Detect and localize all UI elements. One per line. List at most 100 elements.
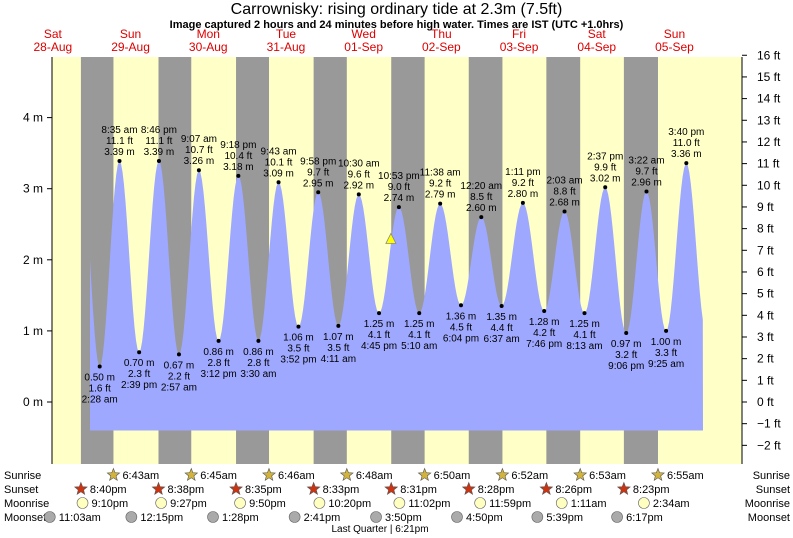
high-time-label: 10:30 am <box>338 158 380 169</box>
sunrise-icon <box>339 467 354 481</box>
tide-point <box>624 331 629 336</box>
sunrise-row-label-right: Sunrise <box>753 470 790 482</box>
high-m-label: 3.09 m <box>263 168 294 179</box>
low-ft-label: 4.5 ft <box>450 322 472 333</box>
moonrise-time: 11:59pm <box>489 498 531 510</box>
low-ft-label: 3.3 ft <box>655 348 677 359</box>
high-m-label: 3.39 m <box>104 147 135 158</box>
low-ft-label: 4.1 ft <box>573 330 595 341</box>
right-tick-label: 8 ft <box>757 222 774 236</box>
high-time-label: 3:22 am <box>628 156 664 167</box>
sunrise-time: 6:48am <box>356 470 393 482</box>
high-m-label: 3.39 m <box>144 147 175 158</box>
sunrise-time: 6:53am <box>589 470 626 482</box>
tide-point <box>256 338 261 343</box>
low-time-label: 9:25 am <box>648 359 684 370</box>
moonset-icon <box>207 511 219 523</box>
tide-point <box>542 308 547 313</box>
tide-point <box>236 173 241 178</box>
high-m-label: 2.68 m <box>549 197 580 208</box>
high-time-label: 10:53 pm <box>378 171 420 182</box>
day-header-dow: Wed <box>351 27 375 41</box>
high-m-label: 2.95 m <box>303 178 334 189</box>
tide-point <box>156 158 161 163</box>
high-ft-label: 9.2 ft <box>512 178 534 189</box>
moonset-icon <box>125 511 138 523</box>
left-tick-label: 3 m <box>23 182 43 196</box>
sunset-icon <box>461 481 476 495</box>
day-header-date: 04-Sep <box>577 40 616 54</box>
current-tide-marker <box>385 232 397 244</box>
high-time-label: 11:38 am <box>420 168 461 179</box>
tide-point <box>336 323 341 328</box>
high-m-label: 3.18 m <box>223 162 254 173</box>
high-time-label: 8:35 am <box>101 125 137 136</box>
low-time-label: 8:13 am <box>566 341 602 352</box>
high-time-label: 9:43 am <box>260 146 296 157</box>
right-tick-label: 5 ft <box>757 287 774 301</box>
moonset-icon <box>370 511 382 523</box>
low-m-label: 1.36 m <box>446 311 477 322</box>
moonrise-icon <box>234 497 246 509</box>
right-tick-label: 16 ft <box>757 48 781 62</box>
right-tick-label: 3 ft <box>757 330 774 344</box>
moonset-time: 4:50pm <box>466 512 503 524</box>
low-time-label: 3:12 pm <box>201 369 237 380</box>
right-tick-label: 14 ft <box>757 92 781 106</box>
day-header-dow: Fri <box>512 27 526 41</box>
day-header-date: 03-Sep <box>500 40 539 54</box>
high-ft-label: 11.1 ft <box>145 136 172 147</box>
moonrise-row-label-right: Moonrise <box>745 498 790 510</box>
low-m-label: 1.28 m <box>529 317 560 328</box>
current-tide-triangle <box>385 232 397 244</box>
high-m-label: 2.96 m <box>631 178 662 189</box>
low-ft-label: 2.8 ft <box>247 358 269 369</box>
low-ft-label: 1.6 ft <box>89 383 111 394</box>
tide-point <box>664 328 669 333</box>
day-header-dow: Thu <box>431 27 452 41</box>
moonrise-icon <box>313 497 326 509</box>
moonset-icon <box>451 511 463 523</box>
high-time-label: 9:58 pm <box>300 156 336 167</box>
low-m-label: 0.86 m <box>243 347 274 358</box>
moonrise-time: 9:50pm <box>249 498 286 510</box>
sunset-icon <box>306 481 321 495</box>
right-tick-label: 10 ft <box>757 178 781 192</box>
high-m-label: 2.80 m <box>508 189 539 200</box>
high-time-label: 3:40 pm <box>668 127 704 138</box>
right-tick-label: 11 ft <box>757 157 780 171</box>
high-ft-label: 9.7 ft <box>635 167 657 178</box>
low-m-label: 0.67 m <box>164 360 195 371</box>
moonset-time: 12:15pm <box>140 512 183 524</box>
day-header-dow: Tue <box>276 27 297 41</box>
moonset-icon <box>611 511 623 523</box>
low-ft-label: 4.4 ft <box>490 323 512 334</box>
low-time-label: 6:37 am <box>484 334 520 345</box>
high-ft-label: 9.9 ft <box>594 162 616 173</box>
moonrise-time: 1:11am <box>571 498 607 510</box>
high-time-label: 8:46 pm <box>141 125 177 136</box>
high-ft-label: 10.7 ft <box>185 145 213 156</box>
sunrise-time: 6:55am <box>667 470 704 482</box>
day-header-dow: Sun <box>664 27 685 41</box>
high-ft-label: 9.7 ft <box>307 167 329 178</box>
low-ft-label: 3.5 ft <box>287 344 309 355</box>
right-tick-label: 7 ft <box>757 243 774 257</box>
sunrise-time: 6:43am <box>122 470 159 482</box>
chart-title: Carrownisky: rising ordinary tide at 2.3… <box>230 1 563 18</box>
day-header-date: 28-Aug <box>33 40 72 54</box>
low-ft-label: 3.2 ft <box>615 350 637 361</box>
high-ft-label: 11.0 ft <box>673 138 700 149</box>
tide-point <box>582 311 587 316</box>
high-time-label: 2:37 pm <box>587 151 623 162</box>
left-tick-label: 0 m <box>23 395 43 409</box>
tide-point <box>438 201 443 206</box>
high-m-label: 3.36 m <box>671 149 702 160</box>
moonrise-time: 10:20pm <box>328 498 371 510</box>
tide-point <box>117 158 122 163</box>
sunset-time: 8:33pm <box>323 484 360 496</box>
sunset-time: 8:23pm <box>633 484 670 496</box>
right-tick-label: −1 ft <box>757 417 781 431</box>
